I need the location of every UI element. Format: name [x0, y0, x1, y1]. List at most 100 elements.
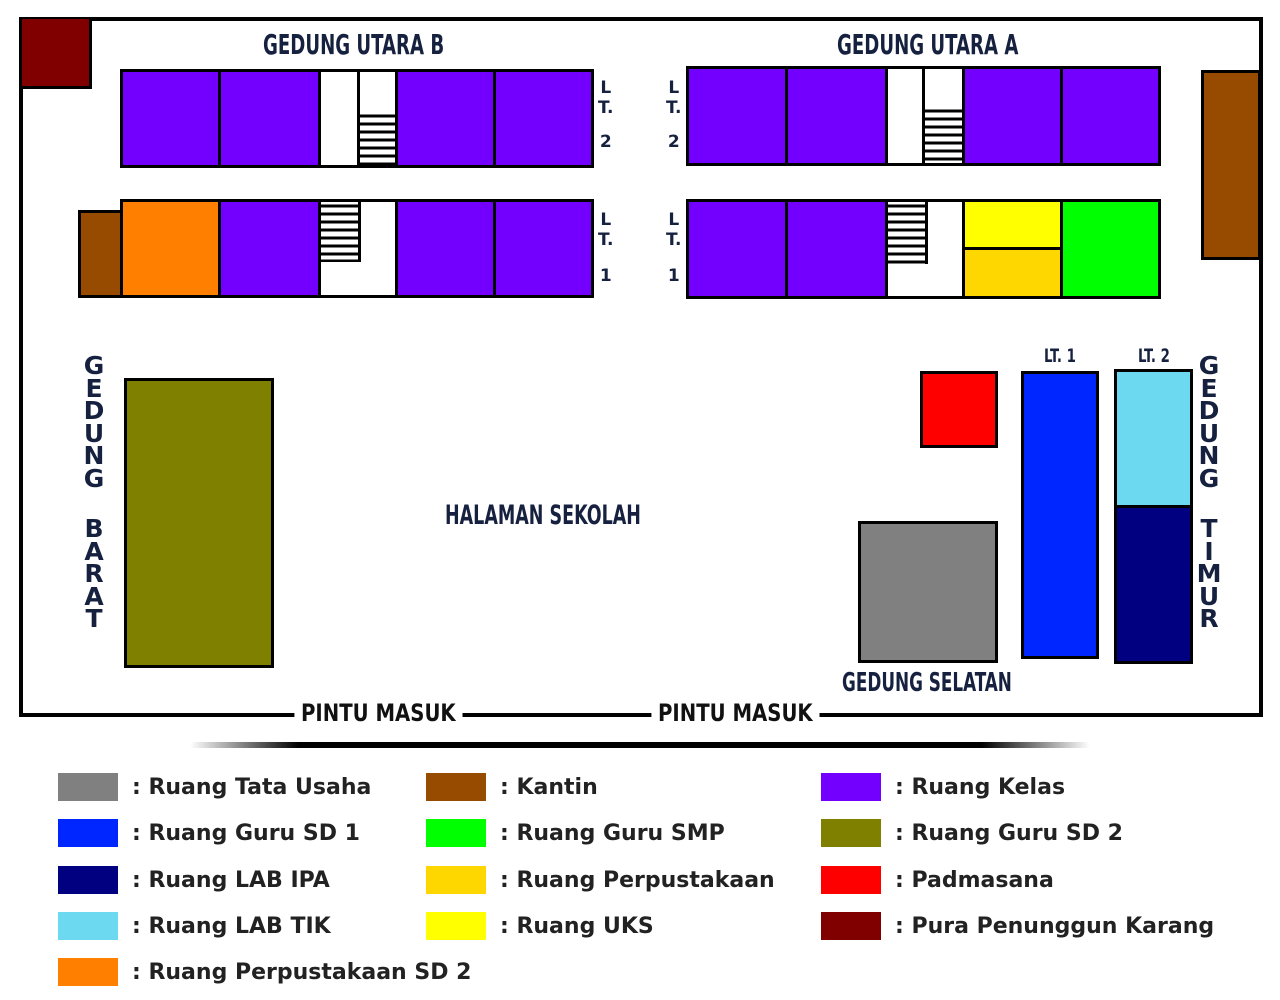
- vertical-label-letter: N: [1198, 441, 1220, 470]
- vertical-label-letter: T: [1200, 514, 1218, 543]
- legend-swatch: [821, 866, 881, 894]
- legend-label: : Ruang Kelas: [895, 774, 1066, 800]
- legend-item: : Pura Penunggun Karang: [821, 910, 1214, 942]
- legend-divider: [190, 742, 1090, 748]
- kantin-east: [1201, 70, 1261, 260]
- stairs-icon: [321, 204, 359, 262]
- vertical-label-letter: N: [83, 441, 105, 470]
- legend-swatch: [821, 912, 881, 940]
- pintu-masuk-west: PINTU MASUK: [294, 699, 463, 727]
- legend-label: : Ruang Guru SD 1: [132, 820, 360, 846]
- pura-penunggun-karang: [22, 19, 92, 89]
- gedung-selatan-label: GEDUNG SELATAN: [842, 668, 1012, 698]
- legend-item: : Kantin: [426, 771, 598, 803]
- classroom: [962, 66, 1063, 166]
- legend-label: : Ruang LAB TIK: [132, 913, 331, 939]
- legend-swatch: [426, 912, 486, 940]
- legend-label: : Ruang Perpustakaan: [500, 867, 775, 893]
- floor-label-l: L: [600, 78, 612, 98]
- classroom: [218, 199, 321, 298]
- ruang-uks: [962, 199, 1063, 250]
- legend-swatch: [426, 773, 486, 801]
- stairs-icon: [924, 109, 964, 161]
- legend-item: : Ruang Perpustakaan: [426, 864, 775, 896]
- vertical-label-letter: U: [1198, 581, 1220, 611]
- classroom: [395, 69, 496, 168]
- ruang-lab-tik: [1114, 369, 1193, 508]
- floor-label-utara-a-lt2: L T. 2: [666, 80, 681, 151]
- stairwell: [885, 66, 965, 166]
- ruang-perpustakaan: [962, 247, 1063, 299]
- legend-swatch: [58, 958, 118, 986]
- legend-item: : Ruang Guru SMP: [426, 817, 725, 849]
- classroom: [120, 69, 221, 168]
- legend-swatch: [426, 819, 486, 847]
- legend-swatch: [58, 866, 118, 894]
- legend-swatch: [58, 819, 118, 847]
- legend-item: : Ruang Guru SD 1: [58, 817, 360, 849]
- ruang-guru-sd2: [124, 378, 274, 668]
- floor-label-num: 1: [599, 266, 612, 286]
- legend-item: : Ruang LAB TIK: [58, 910, 331, 942]
- legend-item: : Padmasana: [821, 864, 1054, 896]
- legend-item: : Ruang Tata Usaha: [58, 771, 371, 803]
- classroom: [686, 66, 788, 166]
- stairs-icon: [888, 204, 926, 264]
- vertical-label-letter: G: [83, 463, 105, 493]
- vertical-label-letter: D: [1198, 396, 1220, 425]
- floor-label-utara-b-lt1: L T. 1: [598, 212, 613, 285]
- floor-label-num: 2: [599, 132, 612, 152]
- classroom: [1060, 66, 1161, 166]
- vertical-label-letter: B: [84, 514, 104, 543]
- legend-swatch: [426, 866, 486, 894]
- vertical-label-letter: R: [1199, 604, 1219, 633]
- vertical-label-letter: E: [1200, 373, 1218, 403]
- floor-label-l: L: [668, 78, 680, 98]
- floor-label-l: L: [600, 210, 612, 230]
- legend-label: : Ruang UKS: [500, 913, 654, 939]
- stairs-icon: [359, 114, 397, 166]
- legend-item: : Ruang UKS: [426, 910, 654, 942]
- legend-item: : Ruang Kelas: [821, 771, 1065, 803]
- legend-label: : Kantin: [500, 774, 598, 800]
- legend-label: : Ruang Guru SMP: [500, 820, 725, 846]
- vertical-label-letter: G: [1198, 463, 1220, 493]
- legend-item: : Ruang LAB IPA: [58, 864, 330, 896]
- floor-label-num: 2: [667, 132, 680, 152]
- classroom: [686, 199, 788, 299]
- classroom: [493, 199, 594, 298]
- vertical-label-letter: G: [1198, 351, 1220, 380]
- vertical-label-letter: M: [1196, 559, 1222, 588]
- classroom: [785, 199, 888, 299]
- legend-label: : Ruang LAB IPA: [132, 867, 330, 893]
- classroom: [493, 69, 594, 168]
- legend-swatch: [58, 773, 118, 801]
- ruang-guru-sd1: [1021, 371, 1099, 659]
- vertical-label-letter: A: [84, 536, 104, 566]
- vertical-label-letter: E: [85, 373, 103, 403]
- legend-swatch: [821, 773, 881, 801]
- ruang-lab-ipa: [1114, 505, 1193, 664]
- gedung-utara-a-title: GEDUNG UTARA A: [837, 28, 1019, 61]
- legend-swatch: [58, 912, 118, 940]
- vertical-label-letter: T: [85, 604, 103, 633]
- legend-label: : Padmasana: [895, 867, 1054, 893]
- vertical-label-letter: G: [83, 351, 105, 380]
- vertical-label-letter: U: [1198, 418, 1220, 448]
- legend-item: : Ruang Perpustakaan SD 2: [58, 956, 471, 988]
- floor-label-t: T.: [598, 98, 614, 118]
- floor-label-t: T.: [666, 98, 682, 118]
- lt1-label: LT. 1: [1044, 345, 1076, 367]
- floor-label-utara-a-lt1: L T. 1: [666, 212, 681, 285]
- kantin-west: [78, 210, 123, 298]
- legend-label: : Ruang Perpustakaan SD 2: [132, 959, 472, 985]
- classroom: [395, 199, 496, 298]
- padmasana: [920, 371, 998, 448]
- halaman-sekolah-label: HALAMAN SEKOLAH: [445, 500, 641, 531]
